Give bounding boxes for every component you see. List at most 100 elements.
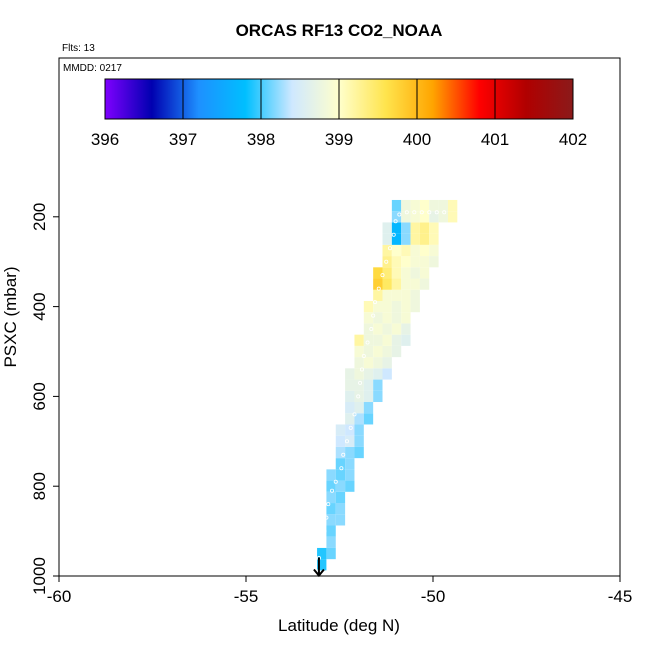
heatmap-cell <box>419 244 430 257</box>
track-point <box>365 340 370 345</box>
y-tick-label: 200 <box>30 203 49 231</box>
y-axis-label: PSXC (mbar) <box>1 266 20 367</box>
heatmap-cell <box>382 267 392 279</box>
heatmap-cell <box>410 289 420 301</box>
heatmap-cell <box>326 469 336 481</box>
heatmap-cell <box>345 390 355 403</box>
heatmap-cell <box>410 211 420 223</box>
heatmap-cell <box>401 199 411 212</box>
heatmap-cell <box>335 514 346 526</box>
heatmap-cell <box>438 211 448 223</box>
track-point <box>333 479 338 484</box>
heatmap-cell <box>335 480 346 492</box>
track-point <box>371 313 376 318</box>
track-point <box>393 219 398 224</box>
heatmap-cell <box>401 244 411 257</box>
heatmap-cell <box>401 211 411 223</box>
heatmap-cell <box>391 211 402 223</box>
heatmap-cell <box>438 199 448 212</box>
x-tick-label: -50 <box>421 587 446 606</box>
heatmap-cell <box>373 312 383 324</box>
x-axis: -60 -55 -50 -45 <box>47 575 632 606</box>
track-point <box>348 425 353 430</box>
heatmap-cell <box>373 278 383 290</box>
heatmap-cell <box>345 446 355 459</box>
heatmap-cell <box>401 278 411 290</box>
heatmap-cell <box>326 503 336 515</box>
colorbar-ticks: 396 397 398 399 400 401 402 <box>91 79 587 149</box>
heatmap-cell <box>382 222 392 234</box>
heatmap-cell <box>335 503 346 515</box>
heatmap-cell <box>345 379 355 391</box>
heatmap-cell <box>419 233 430 245</box>
heatmap-cell <box>382 357 392 369</box>
track-point <box>373 300 378 305</box>
heatmap-cell <box>363 379 374 391</box>
heatmap-cells <box>317 199 458 571</box>
heatmap-cell <box>401 289 411 301</box>
colorbar: 396 397 398 399 400 401 402 <box>91 78 587 149</box>
colorbar-tick-label: 400 <box>403 130 431 149</box>
heatmap-cell <box>419 267 430 279</box>
heatmap-cell <box>391 199 402 212</box>
x-axis-label: Latitude (deg N) <box>278 616 400 635</box>
track-point <box>442 210 447 215</box>
heatmap-cell <box>419 211 430 223</box>
heatmap-cell <box>429 222 439 234</box>
heatmap-cell <box>401 334 411 346</box>
heatmap-cell <box>391 323 402 335</box>
heatmap-cell <box>382 368 392 380</box>
heatmap-cell <box>345 368 355 380</box>
y-tick-label: 1000 <box>30 557 49 595</box>
heatmap-cell <box>391 256 402 268</box>
track-point <box>330 488 335 493</box>
heatmap-cell <box>419 278 430 290</box>
y-tick-label: 600 <box>30 382 49 410</box>
colorbar-tick-label: 402 <box>559 130 587 149</box>
heatmap-cell <box>354 435 364 447</box>
heatmap-cell <box>391 267 402 279</box>
heatmap-cell <box>401 233 411 245</box>
track-point <box>387 246 392 251</box>
heatmap-cell <box>391 244 402 257</box>
heatmap-cell <box>382 233 392 245</box>
x-tick-label: -55 <box>234 587 259 606</box>
heatmap-cell <box>419 199 430 212</box>
heatmap-cell <box>345 469 355 481</box>
track-point <box>376 286 381 291</box>
heatmap-cell <box>419 222 430 234</box>
track-point <box>322 529 327 534</box>
heatmap-cell <box>410 222 420 234</box>
heatmap-cell <box>363 368 374 380</box>
heatmap-cell <box>401 222 411 234</box>
heatmap-cell <box>401 300 411 313</box>
heatmap-cell <box>354 345 364 358</box>
heatmap-cell <box>363 334 374 346</box>
track-point <box>339 466 344 471</box>
heatmap-cell <box>373 390 383 403</box>
heatmap-cell <box>382 312 392 324</box>
heatmap-cell <box>354 424 364 436</box>
heatmap-cell <box>410 256 420 268</box>
heatmap-cell <box>391 278 402 290</box>
heatmap-cell <box>354 413 364 425</box>
heatmap-cell <box>354 402 364 414</box>
heatmap-cell <box>429 211 439 223</box>
heatmap-cell <box>391 345 402 358</box>
heatmap-cell <box>354 446 364 459</box>
heatmap-cell <box>391 222 402 234</box>
heatmap-cell <box>391 334 402 346</box>
track-point <box>434 210 439 215</box>
heatmap-cell <box>354 379 364 391</box>
track-point <box>326 502 331 507</box>
heatmap-cell <box>326 525 336 537</box>
heatmap-cell <box>317 559 327 571</box>
heatmap-cell <box>354 334 364 346</box>
heatmap-cell <box>373 357 383 369</box>
heatmap-cell <box>373 289 383 301</box>
heatmap-cell <box>345 458 355 470</box>
heatmap-cell <box>401 267 411 279</box>
heatmap-cell <box>363 402 374 414</box>
heatmap-cell <box>410 267 420 279</box>
